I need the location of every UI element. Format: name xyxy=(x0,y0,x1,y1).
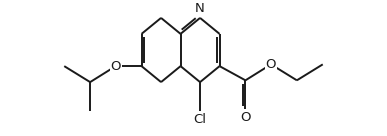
Text: O: O xyxy=(110,60,121,73)
Text: O: O xyxy=(240,111,251,124)
Text: N: N xyxy=(195,2,205,16)
Text: Cl: Cl xyxy=(194,113,207,126)
Text: O: O xyxy=(266,58,276,71)
